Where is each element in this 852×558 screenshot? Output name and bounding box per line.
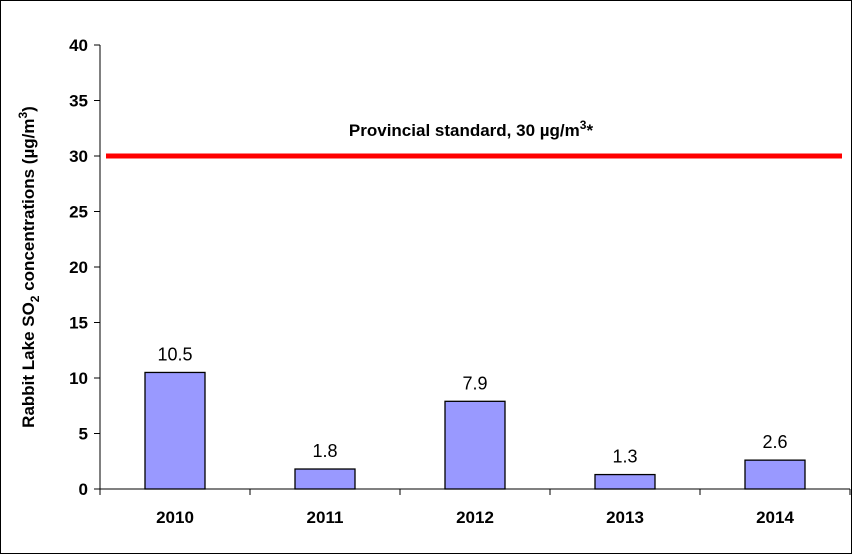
x-tick-label-2012: 2012: [456, 508, 494, 527]
bar-2011: [294, 468, 356, 490]
reference-line-label: Provincial standard, 30 µg/m3*: [349, 118, 594, 140]
reference-line-label-prefix: Provincial standard, 30 µg/m: [349, 121, 580, 140]
y-axis-title-superscript: 3: [16, 112, 30, 119]
y-tick-label: 25: [69, 203, 88, 222]
bar-2010: [144, 371, 206, 490]
data-label-2013: 1.3: [612, 447, 637, 467]
reference-line-label-suffix: *: [586, 121, 593, 140]
y-tick-label: 35: [69, 92, 88, 111]
y-tick-label: 10: [69, 369, 88, 388]
bar-2012: [444, 400, 506, 490]
y-axis-title-middle: concentrations (µg/m: [19, 119, 38, 296]
y-axis-title-subscript: 2: [28, 295, 42, 302]
bar-2014: [744, 459, 806, 490]
x-tick-label-2013: 2013: [606, 508, 644, 527]
y-axis-title: Rabbit Lake SO2 concentrations (µg/m3): [16, 106, 42, 428]
y-tick-label: 40: [69, 36, 88, 55]
y-tick-label: 5: [79, 425, 88, 444]
x-tick-label-2014: 2014: [756, 508, 794, 527]
plot-area: 0 5 10 15 20 25 30 35 40 10.5 2010 1.8 2011 7.9 2012 1.…: [69, 36, 851, 527]
y-tick-label: 20: [69, 258, 88, 277]
data-label-2011: 1.8: [312, 441, 337, 461]
reference-line-label-superscript: 3: [580, 118, 587, 132]
y-axis-title-suffix: ): [19, 106, 38, 112]
bar-2013: [594, 473, 656, 490]
y-tick-label: 15: [69, 314, 88, 333]
y-tick-label: 30: [69, 147, 88, 166]
x-tick-label-2010: 2010: [156, 508, 194, 527]
data-label-2014: 2.6: [762, 432, 787, 452]
data-label-2010: 10.5: [157, 344, 192, 364]
x-tick-label-2011: 2011: [307, 508, 344, 527]
y-axis-title-prefix: Rabbit Lake SO: [19, 302, 38, 428]
y-tick-label: 0: [79, 480, 88, 499]
data-label-2012: 7.9: [462, 373, 487, 393]
